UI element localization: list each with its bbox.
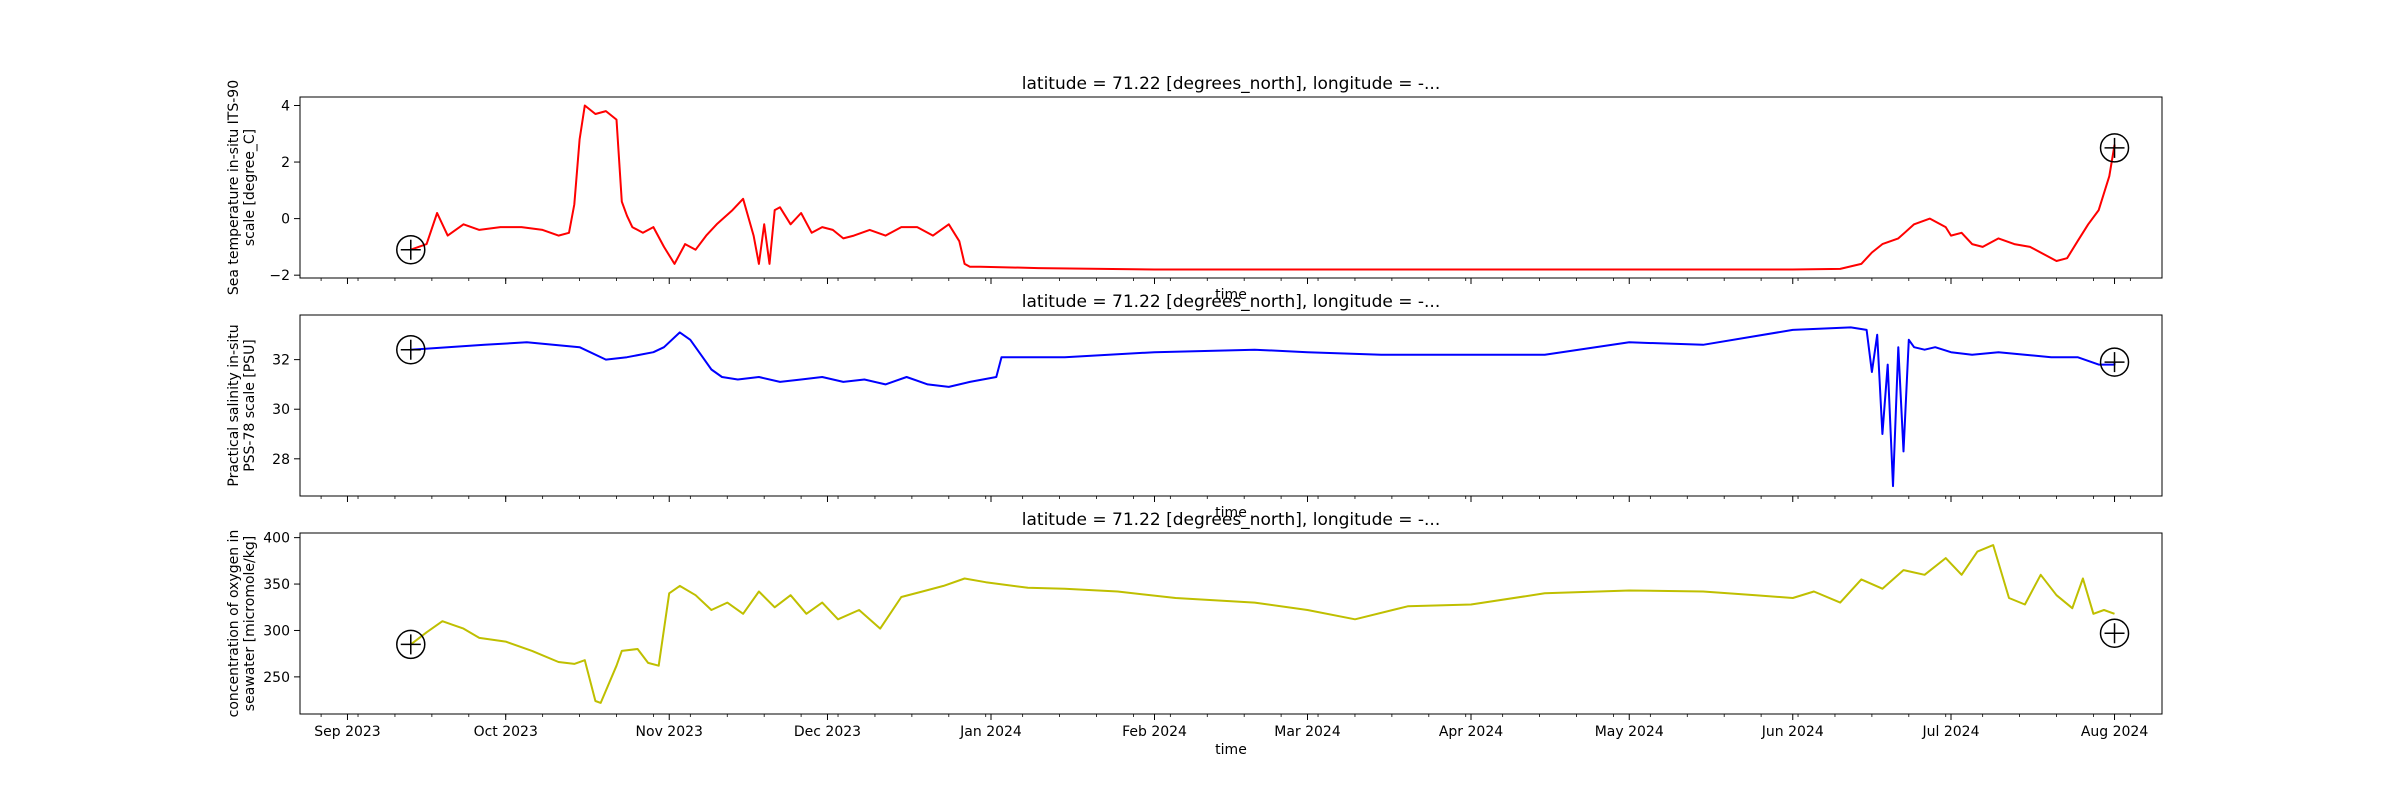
endpoint-marker xyxy=(396,629,426,660)
panel-3: latitude = 71.22 [degrees_north], longit… xyxy=(226,510,2163,758)
y-tick-label: 2 xyxy=(281,155,290,171)
x-tick-label: Apr 2024 xyxy=(1439,724,1503,740)
x-tick-label: Sep 2023 xyxy=(314,724,380,740)
x-tick-label: Oct 2023 xyxy=(474,724,538,740)
x-tick-label: Nov 2023 xyxy=(636,724,703,740)
endpoint-marker xyxy=(396,234,426,265)
series-line xyxy=(410,104,2116,271)
plot-frame xyxy=(299,532,2163,715)
x-tick-label: Dec 2023 xyxy=(794,724,861,740)
series-line xyxy=(410,544,2115,704)
x-tick-label: Feb 2024 xyxy=(1122,724,1187,740)
plot-frame xyxy=(299,314,2163,497)
x-tick-label: Aug 2024 xyxy=(2081,724,2149,740)
y-tick-label: 28 xyxy=(272,452,290,468)
x-tick-label: Jan 2024 xyxy=(959,724,1022,740)
panel-title: latitude = 71.22 [degrees_north], longit… xyxy=(1022,74,1440,94)
y-tick-label: 350 xyxy=(263,577,290,593)
endpoint-marker xyxy=(2099,618,2130,648)
y-axis-label: concentration of oxygen inseawater [micr… xyxy=(226,530,258,718)
x-axis-label: time xyxy=(1215,742,1247,758)
y-tick-label: 300 xyxy=(263,623,290,639)
x-tick-label: May 2024 xyxy=(1595,724,1664,740)
panel-2: latitude = 71.22 [degrees_north], longit… xyxy=(226,292,2163,521)
x-axis-label: time xyxy=(1215,505,1247,521)
series-line xyxy=(410,326,2116,488)
y-tick-label: −2 xyxy=(269,268,290,284)
x-axis-label: time xyxy=(1215,287,1247,303)
y-tick-label: 250 xyxy=(263,670,290,686)
panel-title: latitude = 71.22 [degrees_north], longit… xyxy=(1022,292,1440,312)
y-axis-label: Practical salinity in-situPSS-78 scale [… xyxy=(226,324,258,486)
y-tick-label: 400 xyxy=(263,531,290,547)
y-axis-label: Sea temperature in-situ ITS-90scale [deg… xyxy=(226,80,258,295)
y-tick-label: 32 xyxy=(272,353,290,369)
panel-1: latitude = 71.22 [degrees_north], longit… xyxy=(226,74,2163,303)
endpoint-marker xyxy=(396,334,426,365)
endpoint-marker xyxy=(2099,133,2130,163)
y-tick-label: 0 xyxy=(281,212,290,228)
panel-title: latitude = 71.22 [degrees_north], longit… xyxy=(1022,510,1440,530)
y-tick-label: 4 xyxy=(281,98,290,114)
y-tick-label: 30 xyxy=(272,402,290,418)
x-tick-label: Jun 2024 xyxy=(1761,724,1824,740)
plot-frame xyxy=(299,96,2163,279)
x-tick-label: Jul 2024 xyxy=(1922,724,1980,740)
endpoint-marker xyxy=(2099,347,2130,377)
x-tick-label: Mar 2024 xyxy=(1274,724,1341,740)
